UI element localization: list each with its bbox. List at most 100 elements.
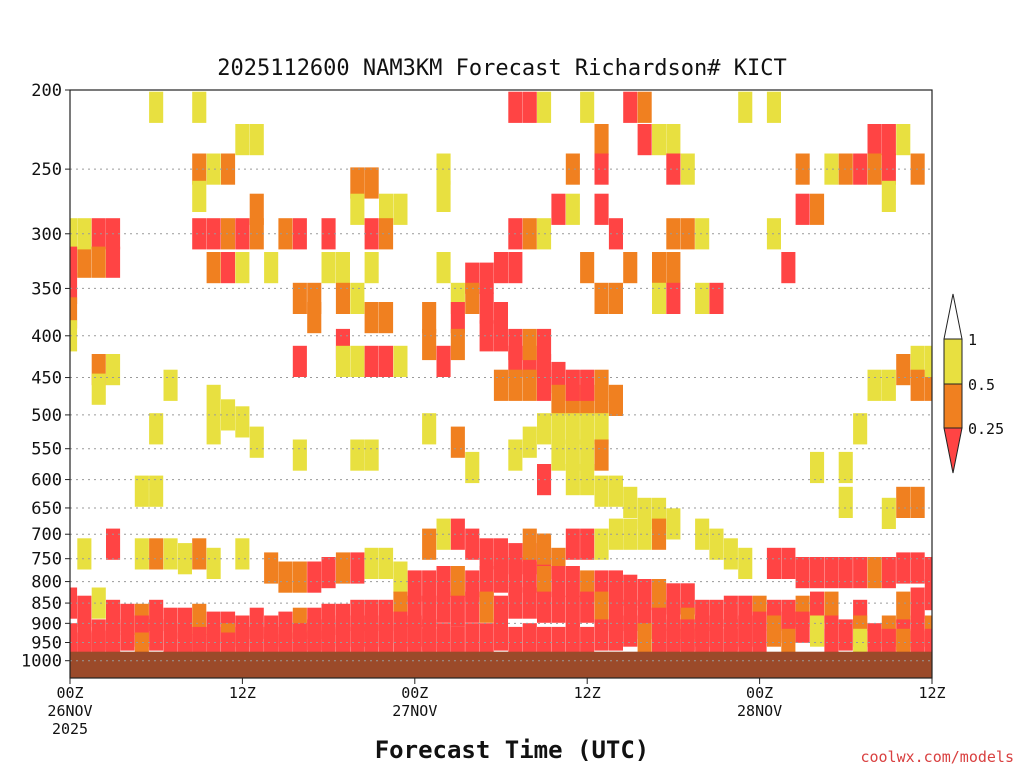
ground-layer xyxy=(70,651,932,678)
xtick-label-0-0: 00Z xyxy=(56,684,83,702)
ri-cell-41 xyxy=(335,282,350,314)
ri-cell-148 xyxy=(881,369,896,401)
ytick-label-450: 450 xyxy=(31,369,62,389)
ri-cell-357 xyxy=(479,623,494,655)
ri-cell-224 xyxy=(838,557,853,589)
colorbar-legend: 0.25 0.5 1 xyxy=(943,293,1004,474)
ri-cell-29 xyxy=(235,124,250,156)
ri-cell-355 xyxy=(450,626,465,659)
ri-cell-422 xyxy=(924,628,932,660)
ri-cell-16 xyxy=(192,153,207,185)
ri-cell-133 xyxy=(781,252,796,284)
ri-cell-164 xyxy=(594,475,609,507)
ri-cell-158 xyxy=(551,439,566,471)
ri-cell-199 xyxy=(695,518,710,550)
ri-cell-230 xyxy=(924,557,932,589)
ri-cell-49 xyxy=(364,252,379,284)
ri-cell-323 xyxy=(824,591,839,623)
ri-cell-238 xyxy=(206,547,221,579)
ri-cell-130 xyxy=(738,91,753,123)
ri-cell-28 xyxy=(249,193,264,225)
ri-cell-244 xyxy=(321,557,336,589)
ri-cell-56 xyxy=(379,302,394,334)
ri-cell-118 xyxy=(680,218,695,250)
ri-cell-114 xyxy=(666,124,681,156)
ri-cell-109 xyxy=(608,218,623,250)
ri-cell-183 xyxy=(206,384,221,416)
ri-cell-119 xyxy=(695,218,710,250)
ytick-label-600: 600 xyxy=(31,471,62,491)
ri-cell-181 xyxy=(235,406,250,438)
y-axis: 200 250 300 350 400 450 500 550 600 650 700 750 8008… xyxy=(21,81,70,672)
ri-cell-150 xyxy=(910,345,925,377)
ri-cell-83 xyxy=(508,369,523,401)
ri-cell-302 xyxy=(522,587,537,619)
xtick-label-1-0: 12Z xyxy=(229,684,256,702)
legend-swatch-lt-025 xyxy=(943,427,963,474)
ri-cell-218 xyxy=(422,528,437,560)
ri-cell-401 xyxy=(335,626,350,659)
ri-cell-2 xyxy=(70,272,78,304)
ri-cell-193 xyxy=(896,486,911,518)
ri-cell-61 xyxy=(436,345,451,377)
ri-cell-267 xyxy=(652,579,667,611)
ri-cell-242 xyxy=(292,561,307,593)
ri-cell-196 xyxy=(709,528,724,560)
ri-cell-113 xyxy=(637,124,652,156)
ri-cell-154 xyxy=(551,413,566,445)
ri-cell-225 xyxy=(853,557,868,589)
ri-cell-220 xyxy=(781,547,796,579)
ri-cell-121 xyxy=(594,282,609,314)
ri-cell-255 xyxy=(479,566,494,598)
ri-cell-306 xyxy=(580,591,595,623)
legend-label-1: 0.5 xyxy=(968,376,995,394)
ri-cell-97 xyxy=(522,91,537,123)
ri-cell-208 xyxy=(465,528,480,560)
ri-cell-414 xyxy=(738,626,753,659)
ri-cell-152 xyxy=(924,369,932,401)
ri-cell-200 xyxy=(608,518,623,550)
ri-cell-197 xyxy=(723,538,738,570)
ri-cell-171 xyxy=(537,413,552,445)
ri-cell-47 xyxy=(350,193,365,225)
ri-cell-298 xyxy=(465,591,480,623)
ri-cell-110 xyxy=(623,91,638,123)
ri-cell-92 xyxy=(608,384,623,416)
ri-cell-362 xyxy=(551,626,566,659)
ytick-label-700: 700 xyxy=(31,525,62,545)
ri-cell-22 xyxy=(221,218,236,250)
ri-cell-232 xyxy=(106,528,121,560)
ri-cell-159 xyxy=(565,439,580,471)
ri-cell-299 xyxy=(479,591,494,623)
ri-cell-176 xyxy=(422,413,437,445)
ri-cell-182 xyxy=(221,399,236,431)
ri-cell-219 xyxy=(766,547,781,579)
ri-cell-40 xyxy=(335,252,350,284)
ri-cell-52 xyxy=(364,345,379,377)
legend-swatch-gt-1 xyxy=(943,293,963,340)
ri-cell-251 xyxy=(422,570,437,602)
ri-cell-297 xyxy=(450,595,465,627)
ri-cell-382 xyxy=(838,619,853,651)
ri-cell-62 xyxy=(436,252,451,284)
ground-fill xyxy=(70,651,932,678)
ri-cell-169 xyxy=(666,508,681,540)
ri-cell-235 xyxy=(163,538,178,570)
ri-cell-228 xyxy=(896,552,911,584)
ri-cell-123 xyxy=(623,252,638,284)
ri-cell-117 xyxy=(666,218,681,250)
ri-cell-0 xyxy=(70,218,78,250)
ri-cell-30 xyxy=(249,124,264,156)
ri-cell-72 xyxy=(465,282,480,314)
ri-cell-240 xyxy=(264,552,279,584)
ri-cell-205 xyxy=(580,528,595,560)
ytick-label-650: 650 xyxy=(31,499,62,519)
legend-label-2: 1 xyxy=(968,331,977,349)
legend-label-0: 0.25 xyxy=(968,420,1004,438)
ri-cell-189 xyxy=(810,451,825,484)
ytick-label-900: 900 xyxy=(31,614,62,634)
ri-cell-264 xyxy=(608,570,623,602)
ri-cell-363 xyxy=(565,623,580,655)
ri-cell-215 xyxy=(522,528,537,560)
ri-cell-82 xyxy=(493,369,508,401)
